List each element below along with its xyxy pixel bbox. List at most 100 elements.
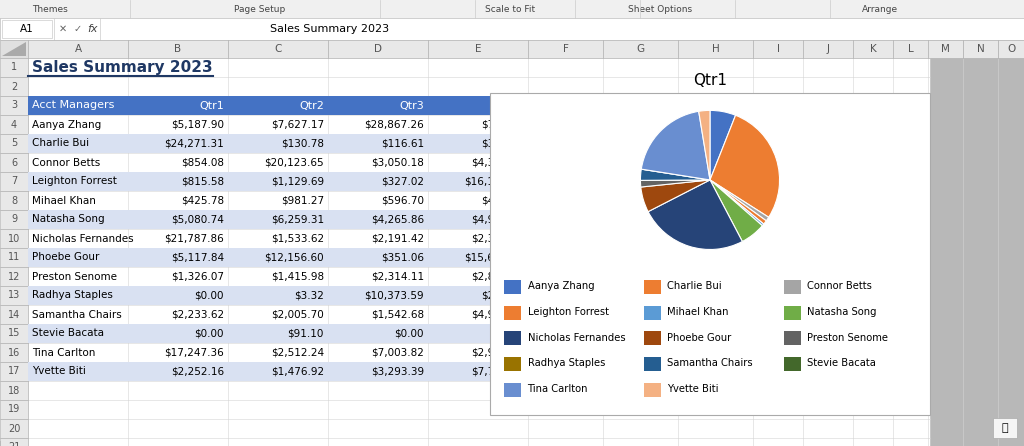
- Text: Aanya Zhang: Aanya Zhang: [32, 120, 101, 129]
- Text: $854.08: $854.08: [181, 157, 224, 168]
- Text: $3,050.18: $3,050.18: [371, 157, 424, 168]
- Text: $2,314.11: $2,314.11: [371, 272, 424, 281]
- Bar: [0, 40, 930, 441]
- Bar: [528, 40, 603, 58]
- Text: Acct Managers: Acct Managers: [32, 100, 115, 111]
- Text: Leighton Forrest: Leighton Forrest: [527, 307, 608, 317]
- Text: Tina Carlton: Tina Carlton: [32, 347, 95, 358]
- Text: 12: 12: [8, 272, 20, 281]
- Text: Samantha Chairs: Samantha Chairs: [32, 310, 122, 319]
- Bar: [128, 40, 228, 58]
- Text: 11: 11: [8, 252, 20, 263]
- Bar: [490, 93, 930, 415]
- Text: Phoebe Gour: Phoebe Gour: [668, 333, 731, 343]
- Wedge shape: [641, 180, 710, 212]
- Text: 📊: 📊: [1001, 423, 1009, 433]
- Bar: [0, 77, 28, 96]
- Bar: [0, 305, 28, 324]
- Text: Preston Senome: Preston Senome: [32, 272, 117, 281]
- Bar: [2, 20, 52, 38]
- Wedge shape: [641, 112, 710, 180]
- Bar: [28, 210, 528, 229]
- Bar: [0, 267, 28, 286]
- Text: $24,271.31: $24,271.31: [164, 139, 224, 149]
- Text: Sales Summary 2023: Sales Summary 2023: [32, 60, 213, 75]
- Text: 19: 19: [8, 405, 20, 414]
- Bar: [0, 153, 28, 172]
- Bar: [644, 331, 662, 346]
- Bar: [784, 306, 801, 320]
- Text: 6: 6: [11, 157, 17, 168]
- Bar: [0, 438, 28, 446]
- Bar: [928, 40, 963, 58]
- Text: 9: 9: [11, 215, 17, 224]
- Wedge shape: [698, 111, 710, 180]
- Text: G: G: [637, 44, 644, 54]
- Text: Stevie Bacata: Stevie Bacata: [32, 329, 104, 339]
- Text: $5,187.90: $5,187.90: [171, 120, 224, 129]
- Wedge shape: [710, 180, 769, 221]
- Text: $17,247.36: $17,247.36: [164, 347, 224, 358]
- Text: $2,952.73: $2,952.73: [471, 347, 524, 358]
- Bar: [505, 280, 521, 294]
- Text: Scale to Fit: Scale to Fit: [485, 4, 536, 13]
- Text: 2: 2: [11, 82, 17, 91]
- Text: 16: 16: [8, 347, 20, 358]
- Wedge shape: [710, 115, 779, 217]
- Text: $2,191.42: $2,191.42: [371, 234, 424, 244]
- Bar: [963, 40, 998, 58]
- Wedge shape: [641, 169, 710, 180]
- Bar: [328, 40, 428, 58]
- Text: $1,129.69: $1,129.69: [271, 177, 324, 186]
- Text: $3,293.39: $3,293.39: [371, 367, 424, 376]
- Text: Natasha Song: Natasha Song: [807, 307, 877, 317]
- Text: B: B: [174, 44, 181, 54]
- Text: $742.53: $742.53: [481, 120, 524, 129]
- Text: $28,867.26: $28,867.26: [365, 120, 424, 129]
- Bar: [784, 331, 801, 346]
- Text: $7,627.17: $7,627.17: [271, 120, 324, 129]
- Text: $0.00: $0.00: [195, 290, 224, 301]
- Text: Mihael Khan: Mihael Khan: [668, 307, 729, 317]
- Text: $0.00: $0.00: [195, 329, 224, 339]
- Text: $981.27: $981.27: [281, 195, 324, 206]
- Text: $206.16: $206.16: [481, 290, 524, 301]
- Text: A: A: [75, 44, 82, 54]
- Text: ✕: ✕: [59, 24, 67, 34]
- Bar: [28, 40, 128, 58]
- Text: Stevie Bacata: Stevie Bacata: [807, 359, 877, 368]
- Wedge shape: [710, 180, 766, 224]
- Text: $596.70: $596.70: [381, 195, 424, 206]
- Text: $130.78: $130.78: [281, 139, 324, 149]
- Text: Themes: Themes: [32, 4, 68, 13]
- Wedge shape: [710, 111, 735, 180]
- Text: $3.32: $3.32: [294, 290, 324, 301]
- Text: 13: 13: [8, 290, 20, 301]
- Bar: [428, 40, 528, 58]
- Text: Tina Carlton: Tina Carlton: [527, 384, 588, 394]
- Text: $7,731.78: $7,731.78: [471, 367, 524, 376]
- Text: Nicholas Fernandes: Nicholas Fernandes: [32, 234, 133, 244]
- Text: Nicholas Fernandes: Nicholas Fernandes: [527, 333, 625, 343]
- Text: $2,233.62: $2,233.62: [171, 310, 224, 319]
- Wedge shape: [710, 180, 762, 242]
- Text: $20,123.65: $20,123.65: [264, 157, 324, 168]
- Text: $15,653.93: $15,653.93: [464, 252, 524, 263]
- Text: Leighton Forrest: Leighton Forrest: [32, 177, 117, 186]
- Bar: [893, 40, 928, 58]
- Bar: [753, 40, 803, 58]
- Text: 8: 8: [11, 195, 17, 206]
- Text: A1: A1: [20, 24, 34, 34]
- Bar: [0, 191, 28, 210]
- Wedge shape: [640, 180, 710, 187]
- Text: 18: 18: [8, 385, 20, 396]
- Text: Qtr4: Qtr4: [499, 100, 524, 111]
- Bar: [993, 418, 1017, 438]
- Bar: [644, 357, 662, 371]
- Title: Qtr1: Qtr1: [693, 73, 727, 88]
- Text: Connor Betts: Connor Betts: [32, 157, 100, 168]
- Text: Sheet Options: Sheet Options: [628, 4, 692, 13]
- Text: L: L: [907, 44, 913, 54]
- Text: D: D: [374, 44, 382, 54]
- Text: $1,326.07: $1,326.07: [171, 272, 224, 281]
